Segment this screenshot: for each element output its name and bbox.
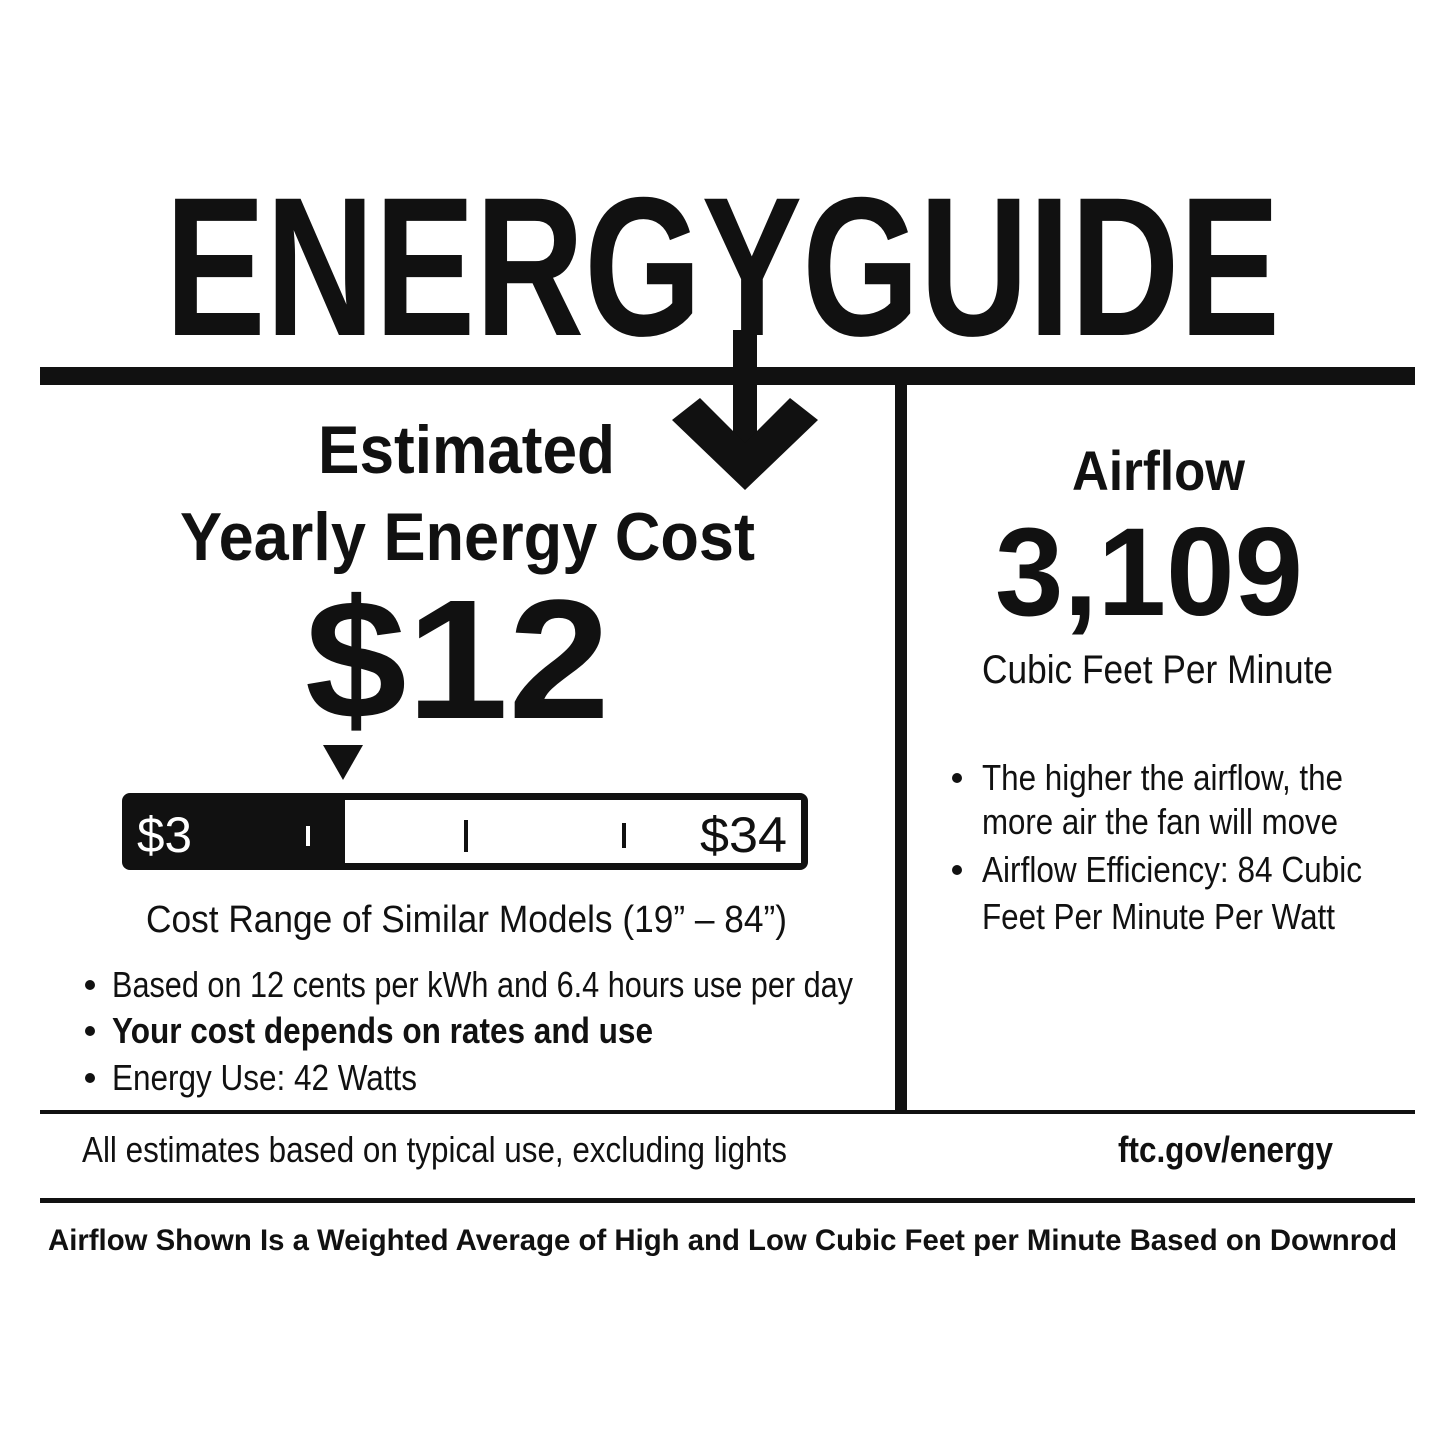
bullet-text: The higher the airflow, the [982, 757, 1343, 798]
footer-link: ftc.gov/energy [1118, 1129, 1333, 1170]
range-caption: Cost Range of Similar Models (19” – 84”) [146, 899, 787, 941]
title: ENERGYGUIDE [165, 156, 1280, 377]
rule [40, 1198, 1415, 1203]
scale-high: $34 [700, 807, 787, 863]
disclaimer: Airflow Shown Is a Weighted Average of H… [48, 1224, 1397, 1257]
bullet-text: Your cost depends on rates and use [112, 1010, 653, 1051]
bullet [952, 865, 962, 875]
footer-note: All estimates based on typical use, excl… [82, 1129, 787, 1170]
bullet-text: more air the fan will move [982, 801, 1338, 842]
divider [895, 385, 907, 1113]
scale-tick [464, 820, 468, 852]
airflow-value: 3,109 [995, 503, 1303, 642]
airflow-heading: Airflow [1072, 439, 1245, 502]
scale-low: $3 [137, 807, 192, 863]
cost-heading: Estimated [318, 412, 615, 488]
cost-value: $12 [305, 565, 610, 755]
bullet [85, 1026, 95, 1036]
scale-fill [345, 800, 801, 863]
scale-tick [622, 823, 626, 848]
bullet-text: Based on 12 cents per kWh and 6.4 hours … [112, 964, 853, 1005]
rule [40, 1110, 1415, 1114]
airflow-unit: Cubic Feet Per Minute [982, 648, 1333, 692]
bullet [85, 1073, 95, 1083]
rule [40, 367, 1415, 385]
arrow-head [672, 398, 818, 490]
scale-tick [306, 826, 310, 846]
bullet-text: Feet Per Minute Per Watt [982, 896, 1335, 937]
bullet [952, 773, 962, 783]
bullet [85, 980, 95, 990]
bullet-text: Energy Use: 42 Watts [112, 1057, 417, 1098]
bullet-text: Airflow Efficiency: 84 Cubic [982, 849, 1362, 890]
cost-pointer [323, 745, 363, 780]
cost-heading: Yearly Energy Cost [180, 499, 755, 575]
